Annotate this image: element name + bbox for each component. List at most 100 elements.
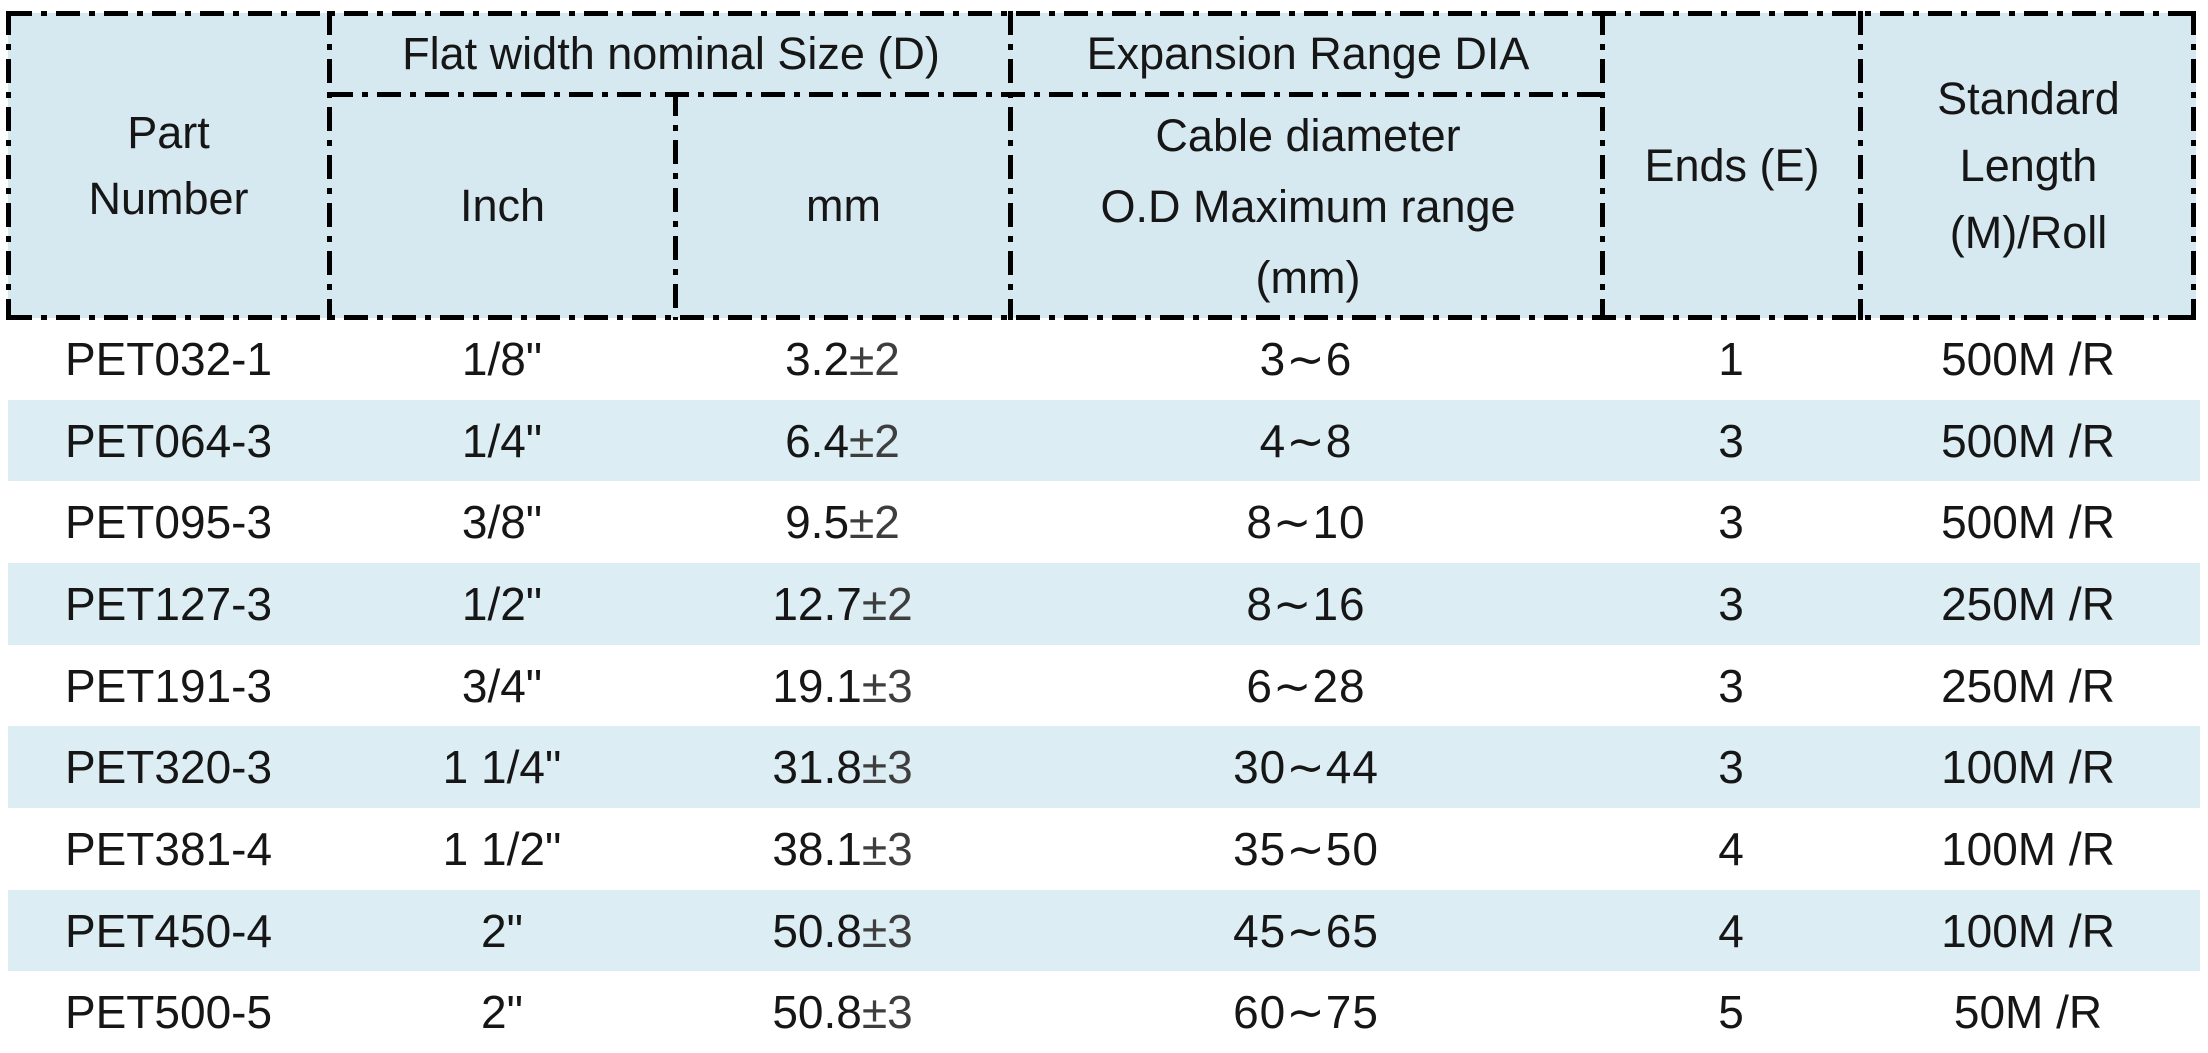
header-flat-width: Flat width nominal Size (D) xyxy=(329,13,1013,94)
inch-cell: 1 1/4" xyxy=(442,741,562,794)
mm-cell: 50.8±3 xyxy=(675,989,1010,1035)
table-row: PET500-5 2" 50.8±3 60∼75 5 50M /R xyxy=(8,971,2200,1053)
part-number-cell: PET064-3 xyxy=(64,414,273,467)
mm-tolerance: ±2 xyxy=(849,496,900,549)
mm-value: 9.5 xyxy=(785,496,850,549)
length-cell: 250M /R xyxy=(1941,659,2115,712)
table-row: PET127-3 1/2" 12.7±2 8∼16 3 250M /R xyxy=(8,563,2200,645)
table-row: PET191-3 3/4" 19.1±3 6∼28 3 250M /R xyxy=(8,645,2200,727)
part-number-cell: PET032-1 xyxy=(64,332,273,385)
part-number-cell: PET191-3 xyxy=(64,659,273,712)
table-row: PET450-4 2" 50.8±3 45∼65 4 100M /R xyxy=(8,889,2200,972)
header-ends-label: Ends (E) xyxy=(1644,139,1820,191)
inch-cell: 3/8" xyxy=(461,496,543,549)
table-header-background xyxy=(8,13,2196,318)
mm-tolerance: ±3 xyxy=(861,904,913,957)
range-cell: 4∼8 xyxy=(1259,414,1353,467)
header-cable-diameter: Cable diameter O.D Maximum range (mm) xyxy=(1013,94,1603,318)
table-row: PET064-3 1/4" 6.4±2 4∼8 3 500M /R xyxy=(8,399,2200,482)
length-cell: 500M /R xyxy=(1941,414,2115,467)
inch-cell: 1/8" xyxy=(461,332,543,385)
mm-value: 3.2 xyxy=(785,332,850,385)
ends-cell: 3 xyxy=(1718,496,1744,549)
mm-tolerance: ±2 xyxy=(849,332,900,385)
mm-cell: 3.2±2 xyxy=(675,336,1010,382)
mm-value: 12.7 xyxy=(772,577,862,630)
header-ends: Ends (E) xyxy=(1603,13,1861,318)
header-expansion-label: Expansion Range DIA xyxy=(1086,27,1530,79)
range-cell: 3∼6 xyxy=(1259,332,1353,385)
ends-cell: 3 xyxy=(1718,741,1744,794)
mm-cell: 38.1±3 xyxy=(675,826,1010,872)
range-cell: 8∼16 xyxy=(1246,577,1366,630)
table-row: PET095-3 3/8" 9.5±2 8∼10 3 500M /R xyxy=(8,481,2200,563)
range-cell: 45∼65 xyxy=(1233,904,1379,957)
ends-cell: 4 xyxy=(1718,904,1744,957)
ends-cell: 3 xyxy=(1718,577,1744,630)
table-row: PET320-3 1 1/4" 31.8±3 30∼44 3 100M /R xyxy=(8,726,2200,809)
mm-value: 50.8 xyxy=(772,904,862,957)
mm-tolerance: ±3 xyxy=(861,822,913,875)
header-mm: mm xyxy=(676,94,1011,318)
header-standard-line2: Length xyxy=(1959,140,2098,191)
mm-cell: 6.4±2 xyxy=(675,418,1010,464)
range-cell: 8∼10 xyxy=(1246,496,1366,549)
mm-cell: 9.5±2 xyxy=(675,499,1010,545)
table-row: PET032-1 1/8" 3.2±2 3∼6 1 500M /R xyxy=(8,318,2200,400)
header-part-number: Part Number xyxy=(8,13,329,318)
part-number-cell: PET500-5 xyxy=(64,986,273,1039)
header-flat-width-label: Flat width nominal Size (D) xyxy=(402,27,940,79)
length-cell: 100M /R xyxy=(1941,741,2115,794)
header-standard-length: Standard Length (M)/Roll xyxy=(1861,13,2196,318)
mm-value: 6.4 xyxy=(785,414,850,467)
mm-cell: 19.1±3 xyxy=(675,663,1010,709)
table-row: PET381-4 1 1/2" 38.1±3 35∼50 4 100M /R xyxy=(8,808,2200,890)
header-standard-line1: Standard xyxy=(1937,73,2120,124)
header-part-number-line2: Number xyxy=(88,172,249,224)
length-cell: 500M /R xyxy=(1941,496,2115,549)
mm-value: 38.1 xyxy=(772,822,862,875)
part-number-cell: PET127-3 xyxy=(64,577,273,630)
inch-cell: 3/4" xyxy=(461,659,543,712)
ends-cell: 1 xyxy=(1718,332,1744,385)
length-cell: 500M /R xyxy=(1941,332,2115,385)
header-inch-label: Inch xyxy=(459,180,546,231)
mm-tolerance: ±3 xyxy=(861,986,913,1039)
mm-value: 19.1 xyxy=(772,659,862,712)
part-number-cell: PET381-4 xyxy=(64,822,273,875)
inch-cell: 2" xyxy=(481,986,523,1039)
length-cell: 100M /R xyxy=(1941,822,2115,875)
mm-value: 31.8 xyxy=(772,741,862,794)
table-body: PET032-1 1/8" 3.2±2 3∼6 1 500M /R PET064… xyxy=(8,318,2200,1053)
mm-value: 50.8 xyxy=(772,986,862,1039)
mm-tolerance: ±3 xyxy=(861,741,913,794)
ends-cell: 5 xyxy=(1718,986,1744,1039)
inch-cell: 1/2" xyxy=(461,577,543,630)
header-cable-line2: O.D Maximum range xyxy=(1100,180,1516,232)
header-mm-label: mm xyxy=(806,180,881,231)
header-standard-line3: (M)/Roll xyxy=(1949,207,2108,258)
mm-cell: 12.7±2 xyxy=(675,581,1010,627)
mm-cell: 50.8±3 xyxy=(675,908,1010,954)
inch-cell: 2" xyxy=(481,904,523,957)
length-cell: 100M /R xyxy=(1941,904,2115,957)
range-cell: 30∼44 xyxy=(1233,741,1379,794)
mm-tolerance: ±2 xyxy=(861,577,913,630)
length-cell: 50M /R xyxy=(1953,986,2103,1039)
mm-cell: 31.8±3 xyxy=(675,744,1010,790)
part-number-cell: PET450-4 xyxy=(64,904,273,957)
mm-tolerance: ±2 xyxy=(849,414,900,467)
header-expansion-range: Expansion Range DIA xyxy=(1013,13,1603,94)
header-cable-line3: (mm) xyxy=(1255,251,1361,303)
ends-cell: 4 xyxy=(1718,822,1744,875)
range-cell: 6∼28 xyxy=(1246,659,1366,712)
mm-tolerance: ±3 xyxy=(861,659,913,712)
ends-cell: 3 xyxy=(1718,659,1744,712)
part-number-cell: PET095-3 xyxy=(64,496,273,549)
ends-cell: 3 xyxy=(1718,414,1744,467)
header-part-number-line1: Part xyxy=(127,106,210,158)
range-cell: 60∼75 xyxy=(1233,986,1379,1039)
inch-cell: 1 1/2" xyxy=(442,822,562,875)
part-number-cell: PET320-3 xyxy=(64,741,273,794)
